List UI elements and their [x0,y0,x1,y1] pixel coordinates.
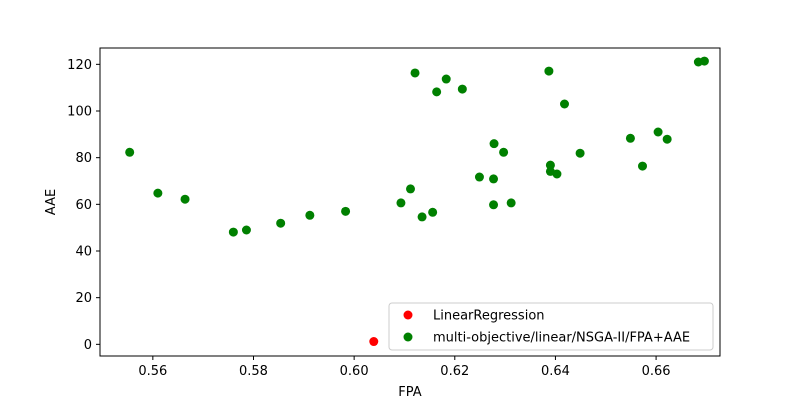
y-tick-label: 20 [75,291,92,306]
data-points [125,56,709,347]
data-point-s1-22 [544,66,554,76]
data-point-s1-6 [305,210,315,220]
data-point-s1-16 [474,172,484,182]
data-point-s1-33 [699,56,709,66]
data-point-s1-27 [575,148,585,158]
data-point-s1-28 [625,133,635,143]
legend-marker-nsga [403,332,413,342]
x-tick-label: 0.66 [642,364,671,379]
y-tick-label: 60 [75,198,92,213]
x-tick-label: 0.62 [440,364,469,379]
data-point-s1-9 [406,184,415,194]
data-point-s1-12 [410,68,420,78]
data-point-s1-5 [276,218,286,228]
legend-box [388,302,714,351]
y-tick-label: 100 [67,105,92,120]
legend-label-nsga: multi-objective/linear/NSGA-II/FPA+AAE [433,331,690,346]
data-point-s1-25 [552,169,562,179]
data-point-s1-30 [653,127,663,137]
x-tick-label: 0.60 [340,364,369,379]
data-point-s1-0 [125,147,135,157]
x-axis-ticks: 0.56 0.58 0.60 0.62 0.64 0.66 [138,356,671,379]
x-tick-label: 0.64 [541,364,570,379]
data-point-s1-17 [489,174,499,184]
plot-frame [99,47,721,357]
data-point-s1-7 [341,206,351,216]
data-point-s1-23 [545,160,555,170]
data-point-s1-3 [228,227,238,237]
data-point-s1-29 [638,161,647,171]
y-axis-ticks: 0 20 40 60 80 100 120 [67,58,100,353]
data-point-s1-14 [441,74,451,84]
data-point-s1-2 [180,194,190,204]
legend-label-linearregression: LinearRegression [433,309,545,324]
data-point-s1-10 [417,212,427,222]
x-axis-label: FPA [398,385,421,400]
data-point-s1-26 [560,99,569,109]
legend: LinearRegression multi-objective/linear/… [388,302,714,351]
data-point-s1-11 [428,207,438,217]
data-point-s1-21 [506,198,516,208]
data-point-s1-19 [489,200,499,210]
data-point-s1-18 [489,139,499,149]
data-point-s1-8 [396,198,406,208]
y-axis-label: AAE [44,189,59,215]
y-tick-label: 80 [75,151,92,166]
y-tick-label: 40 [75,245,92,260]
y-tick-label: 0 [84,338,92,353]
data-point-s0-0 [369,337,379,347]
x-tick-label: 0.56 [138,364,167,379]
data-point-s1-20 [499,147,509,157]
y-tick-label: 120 [67,58,92,73]
data-point-s1-13 [432,87,442,97]
data-point-s1-31 [662,134,672,144]
legend-marker-linearregression [403,310,413,320]
data-point-s1-15 [457,84,467,94]
x-tick-label: 0.58 [239,364,268,379]
data-point-s1-1 [153,188,163,198]
data-point-s1-4 [241,225,251,235]
